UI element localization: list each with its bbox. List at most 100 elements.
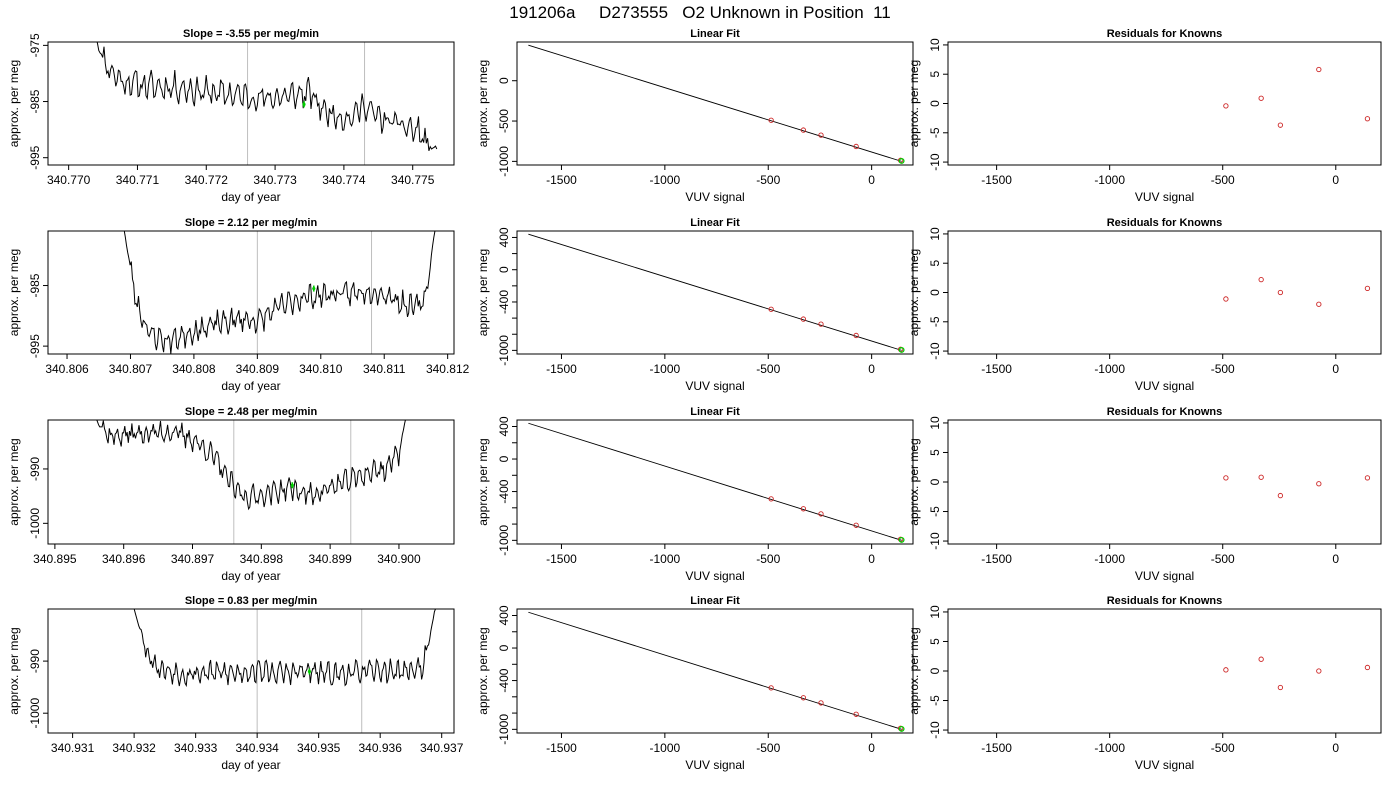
y-tick-label: -10 (928, 532, 942, 550)
known-point (818, 321, 824, 327)
x-axis-label: VUV signal (685, 569, 744, 583)
x-tick-label: -500 (756, 552, 780, 566)
unknown-marker-dot (302, 102, 306, 106)
unknown-marker-dot (312, 286, 316, 291)
y-tick-label: -10 (928, 342, 942, 360)
y-tick-label: -990 (28, 457, 42, 481)
x-tick-label: -1500 (546, 362, 577, 376)
x-tick-label: 340.806 (45, 362, 89, 376)
panel-3-2: -1500 -1000 -500 0 10 5 0 -5 -10 Residuals for Kn… (907, 595, 1382, 772)
plot-frame (947, 419, 1382, 545)
unknown-point (898, 158, 905, 164)
known-point (1316, 301, 1322, 307)
known-point (1277, 122, 1284, 128)
y-tick-label: 400 (497, 416, 511, 436)
y-tick-label: 10 (928, 38, 942, 52)
y-tick-label: -985 (28, 273, 42, 297)
plot-frame (47, 41, 455, 166)
x-axis-label: VUV signal (685, 190, 744, 204)
x-tick-label: 0 (868, 552, 875, 566)
known-point (853, 332, 859, 339)
y-tick-label: -1000 (497, 525, 511, 556)
y-tick-label: -500 (497, 109, 511, 133)
x-tick-label: -1500 (981, 552, 1012, 566)
known-point (1258, 276, 1264, 283)
y-tick-label: -5 (928, 316, 942, 327)
x-tick-label: -500 (756, 362, 780, 376)
unknown-point (898, 536, 905, 543)
panel-2-2: -1500 -1000 -500 0 10 5 0 -5 -10 Residuals for Kn… (907, 406, 1382, 583)
plot-frame (947, 608, 1382, 734)
panel-title: Linear Fit (690, 217, 740, 229)
known-point (1277, 492, 1284, 499)
y-tick-label: -1000 (28, 508, 42, 539)
y-axis-label: approx. per meg (7, 249, 21, 336)
y-tick-label: 0 (497, 644, 511, 651)
x-tick-label: -1500 (546, 173, 577, 187)
y-tick-label: 5 (928, 638, 942, 645)
x-tick-label: 340.811 (363, 362, 406, 376)
x-axis-label: day of year (221, 190, 280, 204)
x-tick-label: 340.771 (116, 173, 160, 187)
x-tick-label: 340.931 (51, 741, 95, 755)
x-tick-label: -500 (1211, 362, 1235, 376)
x-tick-label: 0 (868, 741, 875, 755)
y-tick-label: -975 (28, 33, 42, 57)
y-axis-label: approx. per meg (476, 249, 490, 336)
y-tick-label: 0 (497, 266, 511, 273)
fit-line (528, 422, 902, 541)
data-trace (133, 609, 436, 688)
x-axis-label: VUV signal (1135, 569, 1194, 583)
plot-frame (516, 608, 914, 734)
x-tick-label: 0 (1332, 173, 1339, 187)
plot-frame (516, 419, 914, 545)
x-tick-label: 340.933 (174, 741, 218, 755)
y-axis-label: approx. per meg (7, 60, 21, 147)
known-point (768, 496, 774, 502)
panel-title: Slope = 0.83 per meg/min (185, 595, 318, 607)
x-axis-label: VUV signal (685, 379, 744, 393)
x-tick-label: 340.897 (171, 552, 215, 566)
y-tick-label: 0 (928, 667, 942, 674)
known-point (800, 316, 807, 322)
y-tick-label: 10 (928, 416, 942, 430)
x-tick-label: 340.808 (172, 362, 216, 376)
known-point (1223, 667, 1229, 673)
unknown-marker-dot (290, 483, 294, 487)
x-tick-label: -500 (1211, 552, 1235, 566)
y-tick-label: -400 (497, 668, 511, 692)
y-axis-label: approx. per meg (907, 249, 921, 336)
page-title: 191206a D273555 O2 Unknown in Position 1… (509, 3, 891, 22)
x-tick-label: -1500 (981, 362, 1012, 376)
y-tick-label: -990 (28, 649, 42, 673)
known-point (818, 700, 824, 706)
plot-area (1223, 276, 1371, 307)
known-point (1223, 103, 1229, 109)
y-axis-label: approx. per meg (476, 627, 490, 714)
known-point (768, 117, 774, 123)
x-tick-label: -1000 (1094, 362, 1125, 376)
x-axis-label: VUV signal (1135, 190, 1194, 204)
y-tick-label: 0 (497, 455, 511, 462)
y-tick-label: -1000 (497, 335, 511, 366)
known-point (818, 132, 824, 138)
x-axis-label: day of year (221, 758, 280, 772)
x-tick-label: 340.899 (308, 552, 352, 566)
y-axis-label: approx. per meg (907, 60, 921, 147)
fit-line (528, 44, 902, 162)
x-axis-label: day of year (221, 379, 280, 393)
known-point (800, 506, 807, 512)
y-tick-label: 0 (497, 77, 511, 84)
known-point (853, 522, 859, 528)
y-axis-label: approx. per meg (476, 60, 490, 147)
known-point (768, 306, 774, 312)
panel-1-1: -1500 -1000 -500 0 400 0 -400 -1000 Linear Fit VU… (476, 217, 914, 393)
known-point (1364, 116, 1371, 122)
known-point (1316, 481, 1322, 487)
x-tick-label: 340.936 (358, 741, 402, 755)
unknown-point (898, 347, 905, 353)
x-tick-label: 340.809 (236, 362, 280, 376)
known-point (1277, 684, 1284, 691)
plot-frame (947, 41, 1382, 166)
plot-area (528, 233, 905, 353)
